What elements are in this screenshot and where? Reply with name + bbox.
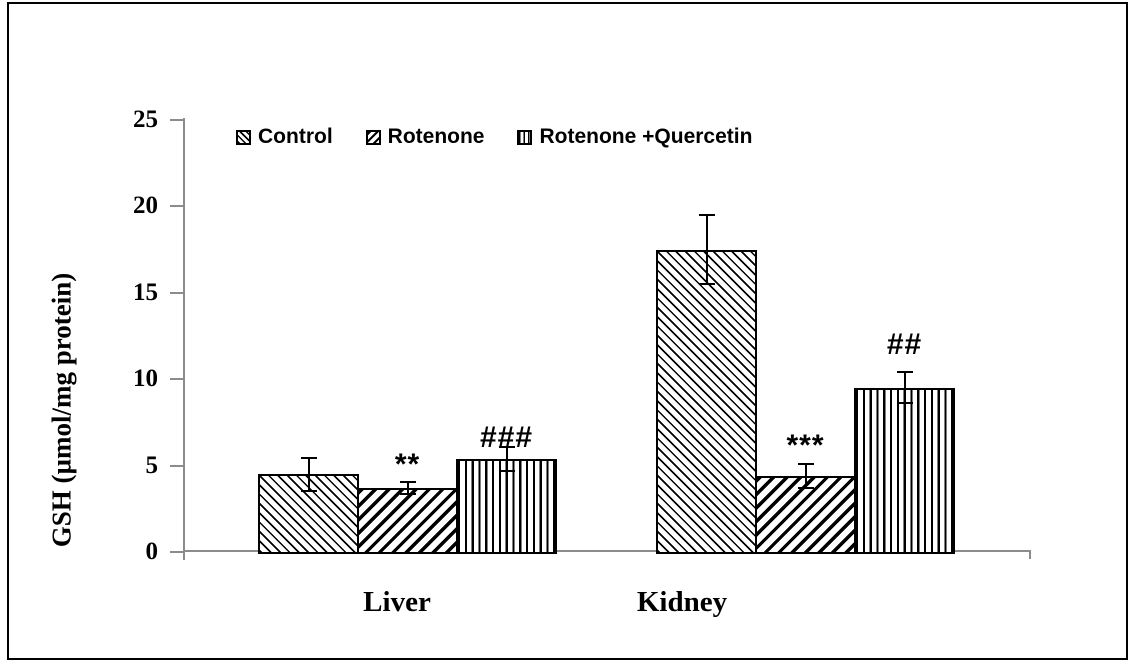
- legend-entry-rotenone-quercetin: Rotenone +Quercetin: [517, 126, 752, 148]
- error-bar-cap-top-liver-rotenone: [399, 481, 416, 484]
- x-axis-origin-tick: [183, 550, 185, 560]
- bar-liver-rotenone-quercetin: [456, 458, 557, 554]
- error-bar-line-liver-rotenone: [406, 482, 409, 495]
- error-bar-cap-bottom-kidney-rotenone-quercetin: [896, 402, 913, 405]
- y-tick-mark: [170, 378, 184, 381]
- significance-mark-kidney-rotenone-quercetin: ##: [886, 328, 923, 362]
- figure-border: [7, 2, 1128, 660]
- legend-label: Rotenone +Quercetin: [539, 125, 753, 148]
- y-tick-label: 20: [133, 192, 158, 220]
- error-bar-line-kidney-control: [705, 215, 708, 285]
- error-bar-cap-bottom-kidney-control: [698, 283, 715, 286]
- error-bar-cap-top-liver-rotenone-quercetin: [498, 445, 515, 448]
- legend-swatch-vertical-icon: [517, 129, 533, 145]
- error-bar-line-liver-rotenone-quercetin: [505, 446, 508, 471]
- bar-liver-rotenone: [357, 488, 458, 554]
- legend-label: Rotenone: [387, 125, 485, 148]
- error-bar-line-kidney-rotenone: [804, 463, 807, 489]
- y-axis-title: GSH (µmol/mg protein): [46, 272, 77, 548]
- y-tick-mark: [170, 551, 184, 553]
- error-bar-cap-top-kidney-rotenone: [797, 462, 814, 465]
- error-bar-cap-bottom-liver-rotenone: [399, 493, 416, 496]
- error-bar-line-kidney-rotenone-quercetin: [903, 372, 906, 404]
- bar-kidney-rotenone-quercetin: [854, 387, 955, 554]
- x-axis-end-tick: [1029, 550, 1031, 559]
- y-tick-label: 10: [133, 365, 158, 393]
- legend-swatch-diagonal-down-icon: [236, 129, 251, 145]
- legend-label: Control: [258, 125, 333, 148]
- error-bar-cap-top-liver-control: [300, 456, 317, 459]
- x-axis-line: [183, 550, 1031, 552]
- error-bar-cap-bottom-liver-control: [300, 489, 317, 492]
- legend-swatch-diagonal-up-icon: [365, 129, 381, 145]
- y-axis-line: [183, 118, 185, 554]
- category-label-kidney: Kidney: [636, 586, 728, 618]
- legend-entry-control: Control: [236, 126, 333, 148]
- error-bar-cap-bottom-kidney-rotenone: [797, 487, 814, 490]
- y-tick-mark: [170, 464, 184, 467]
- error-bar-line-liver-control: [307, 457, 310, 491]
- significance-mark-liver-rotenone: **: [394, 448, 421, 482]
- bar-kidney-control: [656, 249, 757, 554]
- significance-mark-kidney-rotenone: ***: [786, 428, 825, 462]
- error-bar-cap-bottom-liver-rotenone-quercetin: [498, 469, 515, 472]
- error-bar-cap-top-kidney-rotenone-quercetin: [896, 371, 913, 374]
- y-tick-label: 25: [133, 106, 158, 133]
- y-tick-label: 5: [145, 451, 159, 479]
- y-tick-mark: [170, 119, 184, 121]
- y-tick-mark: [170, 291, 184, 294]
- y-tick-label: 0: [145, 538, 159, 565]
- category-label-liver: Liver: [363, 586, 431, 618]
- legend: Control Rotenone Rotenone +Quercetin: [236, 126, 752, 148]
- significance-mark-liver-rotenone-quercetin: ###: [479, 420, 534, 454]
- legend-entry-rotenone: Rotenone: [365, 125, 485, 148]
- y-tick-mark: [170, 205, 184, 208]
- bar-kidney-rotenone: [755, 475, 856, 554]
- error-bar-cap-top-kidney-control: [698, 214, 715, 217]
- y-tick-label: 15: [133, 278, 158, 306]
